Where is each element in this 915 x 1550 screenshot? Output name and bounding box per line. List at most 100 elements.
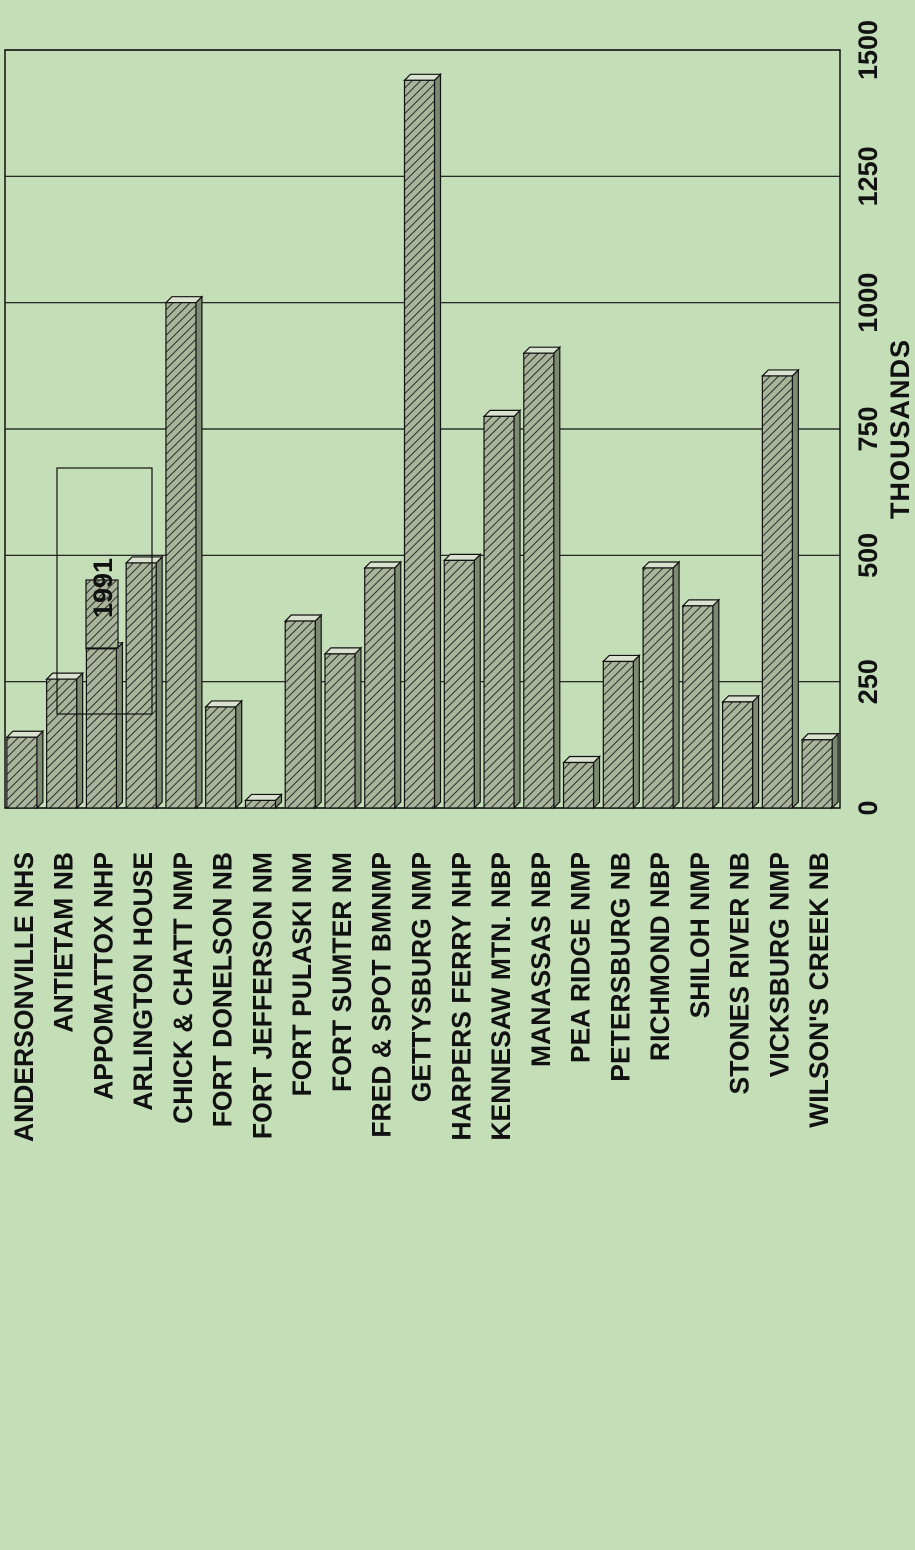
bar-front <box>125 562 157 809</box>
bars <box>5 72 840 810</box>
bar-side <box>394 560 402 810</box>
category-label: APPOMATTOX NHP <box>88 852 118 1100</box>
bar <box>323 646 363 810</box>
category-label: MANASSAS NBP <box>526 852 556 1067</box>
bar-top <box>164 296 204 304</box>
bar <box>5 729 45 810</box>
bar-side <box>712 598 720 810</box>
bar <box>641 560 681 810</box>
category-label: ANTIETAM NB <box>49 852 79 1033</box>
bar-front <box>85 648 118 809</box>
bar-top <box>363 561 403 569</box>
bar-side <box>76 671 84 810</box>
bar-side <box>36 729 44 810</box>
value-tick-label: 250 <box>853 659 883 704</box>
bar <box>681 598 721 810</box>
bar <box>363 560 403 810</box>
bar <box>84 641 124 810</box>
bar-front <box>6 736 38 809</box>
bar-side <box>513 408 521 810</box>
bar-front <box>284 620 316 809</box>
bar-front <box>165 302 197 809</box>
bar-side <box>314 613 322 810</box>
bar <box>124 555 164 810</box>
bar-front <box>523 352 555 809</box>
category-label: PETERSBURG NB <box>605 852 635 1082</box>
legend-box <box>56 467 153 715</box>
bar-front <box>483 415 515 809</box>
bar-side <box>473 552 481 810</box>
bar-front <box>761 375 793 809</box>
bar-top <box>5 730 45 738</box>
bar-side <box>433 72 442 810</box>
category-label: GETTYSBURG NMP <box>407 852 437 1102</box>
bar-top <box>482 409 522 417</box>
bar-front <box>364 567 396 809</box>
bar-front <box>205 706 237 809</box>
bar-top <box>283 614 323 622</box>
bar-front <box>801 739 833 809</box>
bar-top <box>204 700 244 708</box>
bar-top <box>323 647 363 655</box>
bar-side <box>791 368 799 810</box>
category-label: VICKSBURG NMP <box>764 852 794 1077</box>
bar-side <box>831 732 839 810</box>
bar-front <box>562 761 595 809</box>
bar-top <box>522 346 562 354</box>
bar-front <box>324 653 356 809</box>
value-tick-label: 1000 <box>853 273 883 333</box>
category-label: RICHMOND NBP <box>645 852 675 1061</box>
bar-top <box>601 654 641 663</box>
bar <box>283 613 323 810</box>
value-axis-title: THOUSANDS <box>885 339 915 519</box>
bar-front <box>403 79 436 809</box>
category-label: FORT PULASKI NM <box>287 852 317 1096</box>
bar-side <box>155 555 163 810</box>
bar-top <box>800 733 840 741</box>
category-label: HARPERS FERRY NHP <box>446 852 476 1141</box>
category-label: SHILOH NMP <box>685 852 715 1018</box>
bar-top <box>681 599 721 607</box>
bar-front <box>46 678 78 809</box>
category-label: ANDERSONVILLE NHS <box>9 852 39 1142</box>
bar-side <box>354 646 362 810</box>
bar-side <box>632 654 640 810</box>
category-label: FORT SUMTER NM <box>327 852 357 1092</box>
bar <box>482 408 522 810</box>
category-label: FRED & SPOT BMNMP <box>367 852 397 1138</box>
bar <box>204 699 244 810</box>
value-tick-labels: 0 250 500 750 1000 1250 1500 <box>853 20 883 816</box>
bar-front <box>443 559 475 809</box>
bar-side <box>672 560 680 810</box>
bar-top <box>124 556 164 564</box>
bar <box>164 295 204 810</box>
bar-top <box>403 73 442 81</box>
category-label: CHICK & CHATT NMP <box>168 852 198 1124</box>
bar-top <box>45 672 85 680</box>
bar-side <box>115 641 124 810</box>
bar-front <box>244 799 277 809</box>
legend-label-1991: 1991 <box>88 558 118 618</box>
bar-front <box>642 567 674 809</box>
bar-side <box>195 295 203 810</box>
category-label: PEA RIDGE NMP <box>566 852 596 1063</box>
bar-front <box>602 660 634 809</box>
bar <box>760 368 800 810</box>
bar-side <box>553 345 561 810</box>
value-tick-label: 0 <box>853 800 883 815</box>
value-tick-label: 500 <box>853 533 883 578</box>
category-label: WILSON'S CREEK NB <box>804 852 834 1128</box>
category-labels: ANDERSONVILLE NHS ANTIETAM NB APPOMATTOX N… <box>9 852 834 1142</box>
bar <box>522 345 562 810</box>
bar <box>403 72 442 810</box>
category-label: KENNESAW MTN. NBP <box>486 852 516 1141</box>
bar-side <box>751 694 760 810</box>
bar <box>244 792 283 810</box>
value-tick-label: 1250 <box>853 146 883 206</box>
bar <box>442 552 482 810</box>
bar-front <box>682 605 714 809</box>
bar-top <box>721 695 761 703</box>
bar <box>601 654 641 810</box>
